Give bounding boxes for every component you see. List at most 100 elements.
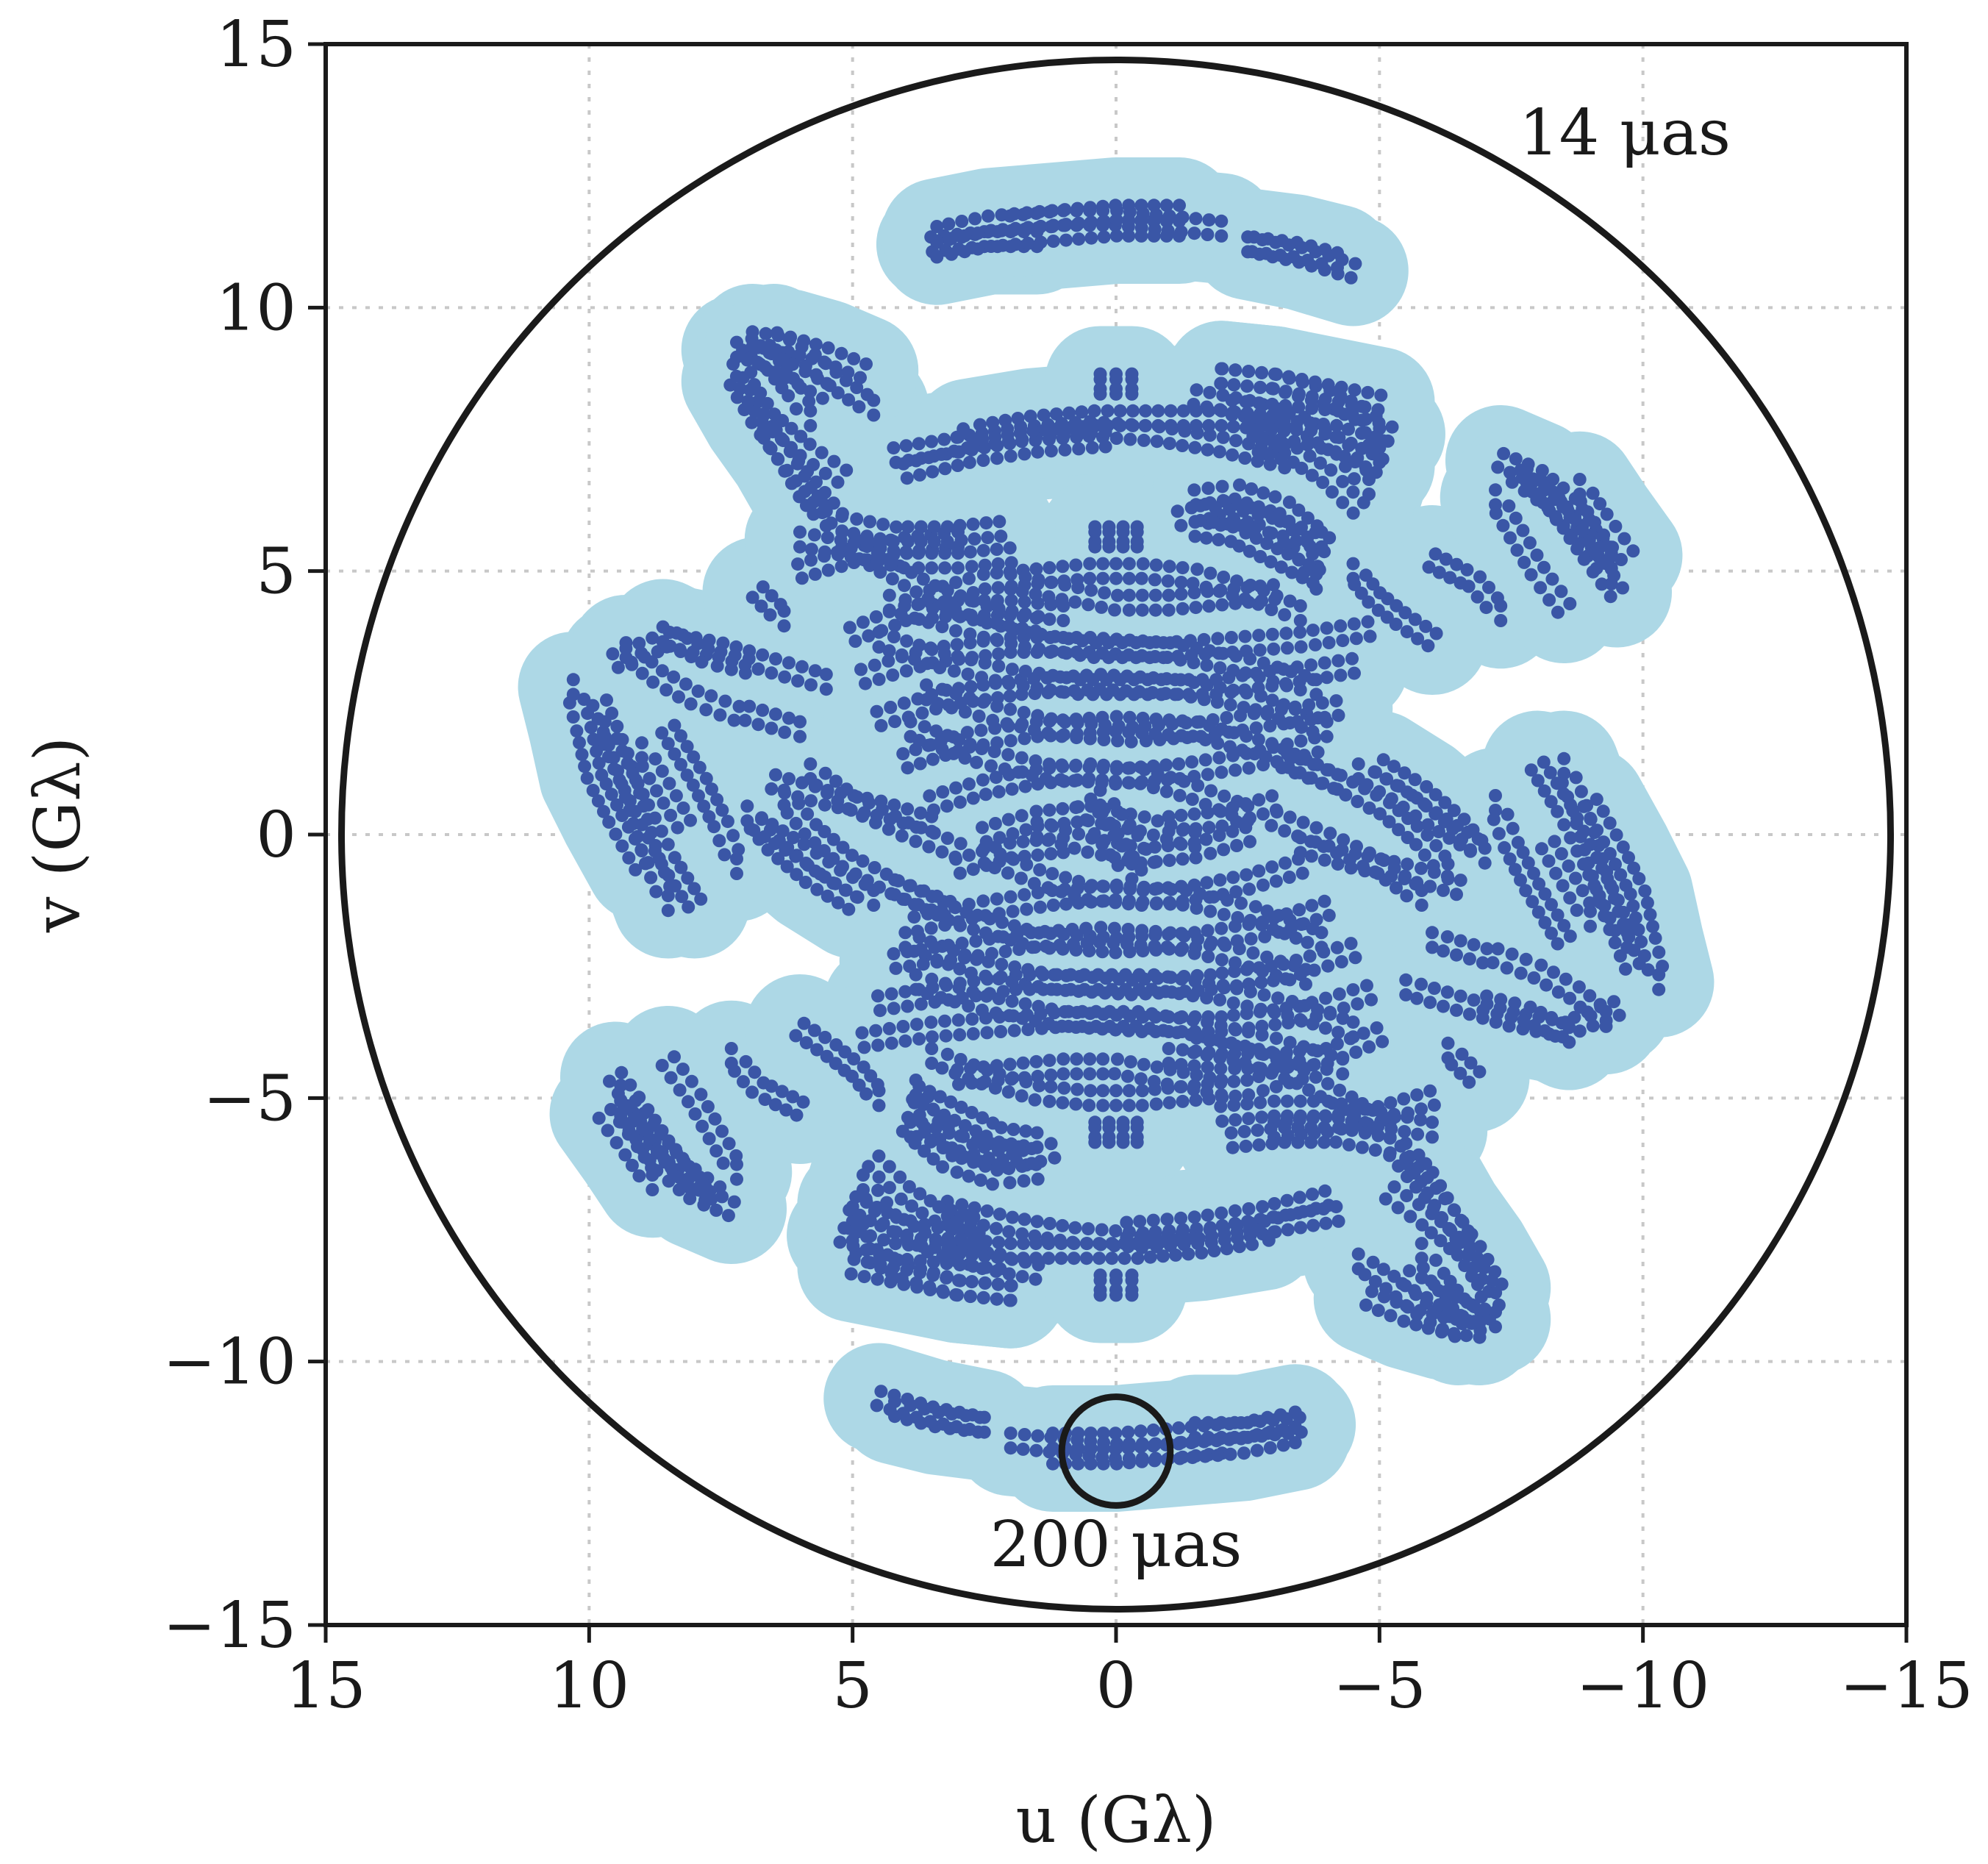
uv-point <box>1549 513 1563 526</box>
uv-point <box>1337 833 1351 847</box>
uv-point <box>1439 552 1453 566</box>
uv-point <box>1187 1082 1201 1096</box>
uv-point <box>940 520 954 534</box>
uv-point <box>1143 1021 1156 1035</box>
uv-point <box>1366 1255 1380 1269</box>
uv-point <box>1269 968 1283 982</box>
uv-point <box>942 217 956 231</box>
uv-point <box>872 1099 886 1113</box>
uv-point <box>1194 729 1208 743</box>
uv-point <box>884 701 898 714</box>
uv-point <box>763 608 777 622</box>
uv-point <box>1401 785 1414 799</box>
uv-point <box>846 1239 860 1253</box>
uv-point <box>1324 1049 1338 1062</box>
uv-point <box>1043 1217 1056 1230</box>
uv-point <box>945 232 959 246</box>
uv-point <box>818 485 832 499</box>
uv-point <box>1224 685 1238 699</box>
uv-point <box>896 1407 910 1421</box>
uv-point <box>1279 676 1292 690</box>
uv-point <box>901 761 915 775</box>
uv-point <box>693 760 707 774</box>
uv-point <box>1009 238 1023 251</box>
uv-point <box>1187 1046 1201 1060</box>
uv-point <box>1105 982 1119 996</box>
uv-point <box>1609 828 1623 842</box>
uv-point <box>1029 1443 1043 1457</box>
uv-point <box>1306 624 1320 638</box>
uv-point <box>789 816 803 830</box>
uv-point <box>661 904 675 918</box>
uv-point <box>1556 879 1570 893</box>
uv-point <box>1400 625 1414 639</box>
uv-point <box>952 1077 965 1091</box>
uv-point <box>1526 895 1540 909</box>
uv-point <box>1255 365 1269 379</box>
uv-point <box>656 620 670 634</box>
uv-point <box>1408 773 1422 787</box>
uv-point <box>1209 501 1222 515</box>
uv-point <box>943 1126 957 1140</box>
uv-point <box>1176 601 1190 615</box>
uv-point <box>1109 1457 1123 1471</box>
uv-point <box>994 970 1008 984</box>
uv-point <box>1161 970 1175 984</box>
uv-point <box>1474 1290 1488 1304</box>
uv-point <box>1290 715 1304 729</box>
uv-point <box>1095 600 1109 614</box>
uv-point <box>1339 788 1353 802</box>
uv-point <box>995 1153 1009 1167</box>
uv-point <box>1068 759 1082 773</box>
uv-point <box>634 844 648 857</box>
uv-point <box>851 1225 865 1239</box>
uv-point <box>1184 1420 1198 1434</box>
uv-point <box>1018 779 1032 793</box>
uv-point <box>856 809 870 823</box>
uv-point <box>1288 700 1302 714</box>
uv-point <box>809 338 823 351</box>
uv-point <box>1577 552 1591 566</box>
uv-point <box>1087 404 1101 418</box>
uv-point <box>784 440 798 454</box>
uv-point <box>1068 1221 1082 1235</box>
uv-point <box>918 720 932 734</box>
uv-point <box>976 821 989 835</box>
uv-point <box>1368 865 1382 879</box>
uv-point <box>1120 1215 1134 1229</box>
uv-point <box>969 934 983 948</box>
uv-point <box>1278 1071 1292 1085</box>
uv-point <box>994 1121 1008 1135</box>
uv-point <box>1415 977 1428 991</box>
uv-point <box>1362 846 1376 860</box>
uv-point <box>730 867 743 880</box>
uv-point <box>926 1255 940 1269</box>
uv-point <box>778 670 792 684</box>
uv-point <box>1202 404 1216 418</box>
uv-point <box>1463 1240 1477 1254</box>
uv-point <box>628 832 642 846</box>
uv-point <box>1215 1114 1229 1128</box>
uv-point <box>1652 946 1666 959</box>
uv-point <box>922 840 936 854</box>
uv-point <box>1462 579 1476 593</box>
uv-point <box>1238 629 1252 643</box>
uv-point <box>1195 688 1209 701</box>
x-tick-label: 15 <box>285 1649 365 1723</box>
uv-point <box>1254 976 1268 989</box>
uv-point <box>923 1415 937 1429</box>
uv-point <box>844 1267 858 1281</box>
uv-point <box>1514 966 1528 980</box>
uv-point <box>1425 1207 1439 1221</box>
uv-point <box>901 1393 915 1406</box>
uv-point <box>944 1204 958 1218</box>
uv-point <box>1415 1271 1429 1285</box>
uv-point <box>1135 1084 1149 1098</box>
uv-point <box>1199 832 1213 846</box>
uv-point <box>1159 199 1173 213</box>
uv-point <box>1214 804 1228 818</box>
uv-point <box>1348 666 1361 680</box>
uv-point <box>1420 780 1434 793</box>
uv-point <box>1251 1223 1265 1237</box>
uv-point <box>896 1020 910 1033</box>
